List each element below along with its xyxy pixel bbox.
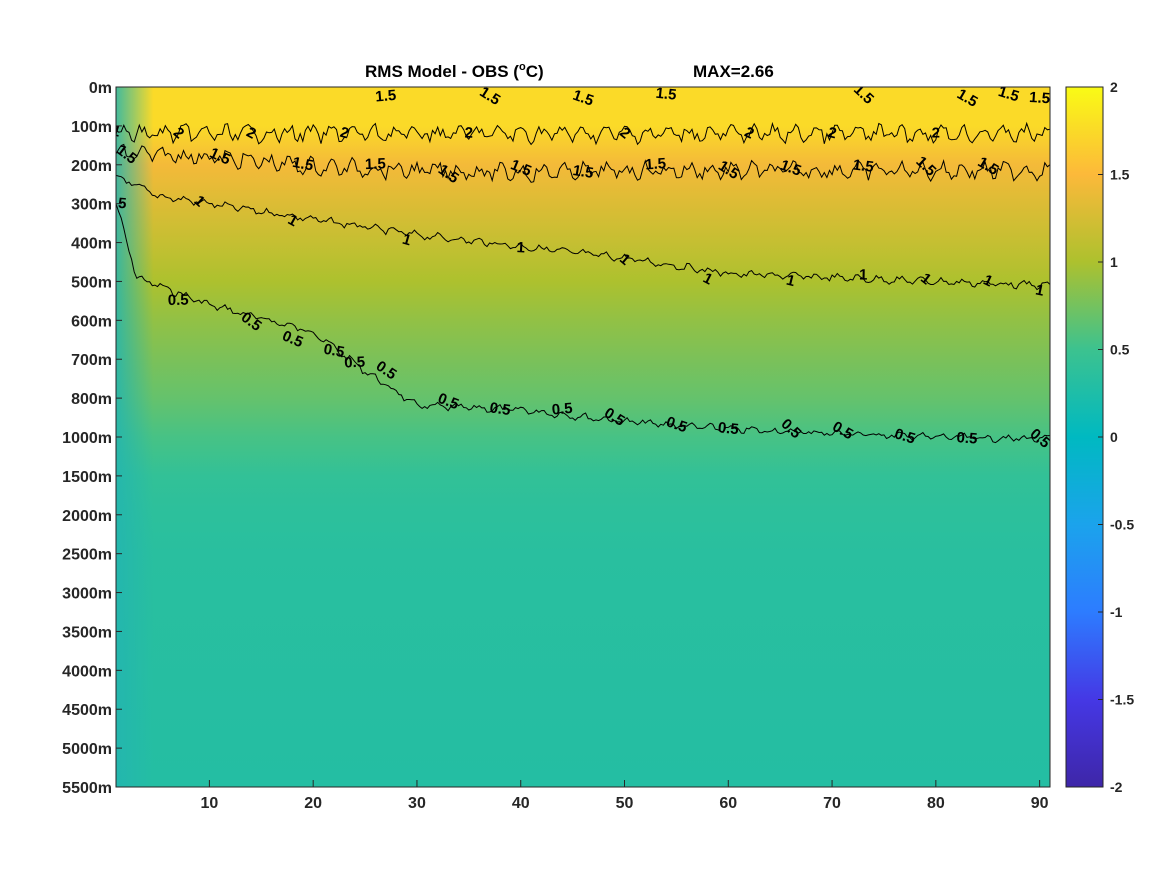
- contour-label: 0.5: [956, 429, 978, 447]
- x-tick-label: 50: [616, 795, 634, 812]
- colorbar-tick-label: -2: [1110, 779, 1123, 795]
- contour-line-0-5: [116, 203, 1050, 444]
- contour-line-1: [116, 174, 1050, 291]
- x-tick-label: 30: [408, 795, 426, 812]
- contour-label: 0.5: [664, 413, 689, 436]
- y-tick-label: 400m: [71, 236, 112, 253]
- colorbar-tick-label: 1.5: [1110, 167, 1130, 183]
- plot-area: 1.5 1.5 1.5 1.5 1.5 1.5 1.5 1.52 2 2 2 2 2 2 21.5 1.5 1.…: [105, 83, 1051, 787]
- y-tick-label: 600m: [71, 313, 112, 330]
- y-tick-label: 5000m: [62, 741, 112, 758]
- contour-label: 1: [785, 272, 797, 291]
- contour-label: 1.5: [291, 154, 315, 175]
- contour-line-1-5: [116, 143, 1050, 183]
- contour-label: 2: [464, 124, 473, 141]
- chart-title: RMS Model - OBS (oC): [365, 61, 544, 81]
- y-tick-label: 1500m: [62, 469, 112, 486]
- contour-label: 0.5: [344, 354, 366, 372]
- contour-label: 2: [826, 124, 838, 142]
- contour-label: 1.5: [645, 155, 667, 173]
- contour-label: 1.5: [778, 157, 803, 180]
- y-tick-label: 700m: [71, 352, 112, 369]
- x-tick-label: 80: [927, 795, 945, 812]
- colorbar-tick-label: -0.5: [1110, 517, 1134, 533]
- y-tick-label: 4000m: [62, 663, 112, 680]
- colorbar-tick-label: 0.5: [1110, 342, 1130, 358]
- x-tick-label: 70: [823, 795, 841, 812]
- contour-label: 1.5: [508, 156, 534, 180]
- y-axis: 0m 100m 200m 300m 400m 500m 600m 700m 800m 1000m 1…: [62, 80, 122, 797]
- y-tick-label: 5500m: [62, 780, 112, 797]
- x-tick-label: 20: [304, 795, 322, 812]
- contour-label: 0.5: [435, 390, 461, 413]
- contour-label: 1.5: [375, 87, 397, 106]
- colorbar-tick-label: 0: [1110, 429, 1118, 445]
- chart-max-label: MAX=2.66: [693, 62, 774, 81]
- contour-label: 1: [516, 239, 525, 256]
- y-tick-label: 3000m: [62, 586, 112, 603]
- y-tick-label: 100m: [71, 119, 112, 136]
- contour-line-2: [116, 121, 1050, 146]
- y-tick-label: 4500m: [62, 702, 112, 719]
- y-tick-label: 300m: [71, 197, 112, 214]
- contour-label: 1.5: [852, 156, 875, 175]
- colorbar-tick-label: -1: [1110, 604, 1123, 620]
- contour-label: 1.5: [365, 155, 386, 173]
- contour-label: 1: [1034, 281, 1046, 299]
- y-tick-label: 200m: [71, 158, 112, 175]
- x-tick-label: 90: [1031, 795, 1049, 812]
- contour-label: 0.5: [105, 194, 127, 213]
- contour-label: 1.5: [1029, 89, 1051, 107]
- contour-layer: [116, 121, 1050, 444]
- y-tick-label: 0m: [89, 80, 112, 97]
- x-tick-label: 10: [201, 795, 219, 812]
- contour-label: 0.5: [168, 292, 189, 309]
- x-tick-label: 40: [512, 795, 530, 812]
- contour-label: 0.5: [717, 419, 740, 438]
- colorbar-tick-label: -1.5: [1110, 692, 1134, 708]
- colorbar: [1065, 86, 1104, 788]
- y-tick-label: 2500m: [62, 547, 112, 564]
- contour-label: 0.5: [489, 399, 512, 419]
- y-tick-label: 1000m: [62, 430, 112, 447]
- contour-label: 1: [859, 267, 868, 284]
- x-tick-label: 60: [719, 795, 737, 812]
- contour-label: 1.5: [571, 162, 594, 182]
- contour-label: 1.5: [996, 83, 1021, 105]
- contour-label: 1: [110, 122, 123, 141]
- y-tick-label: 800m: [71, 391, 112, 408]
- contour-label: 2: [932, 125, 940, 142]
- y-tick-label: 2000m: [62, 508, 112, 525]
- contour-label: 0.5: [551, 400, 573, 419]
- contour-label: 0.5: [892, 425, 917, 447]
- contour-label: 1.5: [655, 85, 678, 104]
- contour-label: 0.5: [280, 327, 306, 351]
- contour-label: 1.5: [571, 87, 596, 110]
- contour-label: 0.5: [322, 341, 345, 361]
- x-axis: 10 20 30 40 50 60 70 80 90: [201, 780, 1049, 812]
- colorbar-axis: 2 1.5 1 0.5 0 -0.5 -1 -1.5 -2: [1098, 79, 1134, 795]
- colorbar-tick-label: 1: [1110, 254, 1118, 270]
- colorbar-tick-label: 2: [1110, 79, 1118, 95]
- y-tick-label: 3500m: [62, 624, 112, 641]
- y-tick-label: 500m: [71, 274, 112, 291]
